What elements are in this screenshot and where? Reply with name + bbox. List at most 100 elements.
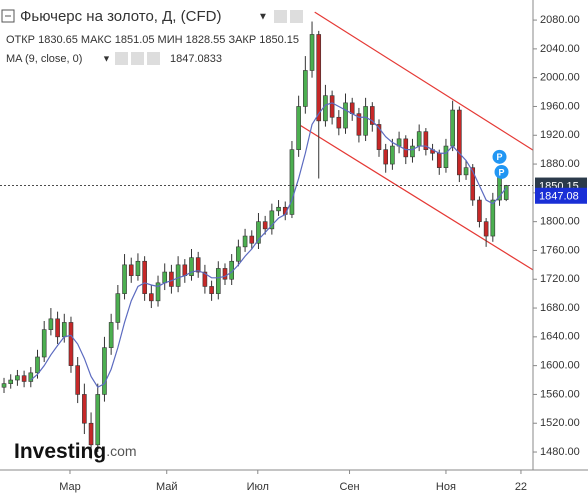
x-tick-label: Май [156, 481, 178, 493]
candle-body [416, 131, 422, 147]
x-tick-label: 22 [515, 481, 527, 493]
candle-body [242, 235, 248, 248]
candle-body [75, 365, 80, 395]
candle-body [149, 293, 154, 302]
x-tick-label: Мар [59, 481, 81, 493]
candle-body [443, 145, 449, 168]
candle-body [390, 145, 395, 165]
settings-icon[interactable] [115, 52, 128, 65]
ma-name: MA (9, close, 0) [6, 53, 82, 65]
candle-body [28, 372, 34, 382]
candle-body [8, 379, 14, 384]
ma-line [30, 102, 507, 389]
candle-body [309, 34, 315, 71]
candle-body [436, 152, 442, 168]
candle-body [48, 318, 54, 330]
candle-body [269, 210, 275, 230]
candle-body [363, 106, 368, 136]
brand-name: Investing [14, 440, 106, 463]
ma-tag-label: 1847.08 [539, 191, 579, 203]
candle-body [142, 260, 147, 294]
candle-body [262, 221, 268, 230]
candle-body [490, 199, 496, 237]
candle-body [122, 264, 127, 294]
candle-body [383, 149, 388, 165]
candle-body [55, 318, 60, 338]
x-tick-label: Сен [339, 481, 359, 493]
candle-body [276, 206, 281, 212]
candle-body [61, 322, 67, 338]
y-tick-label: 1760.00 [540, 244, 580, 256]
candle-body [329, 95, 335, 118]
candle-body [95, 394, 101, 446]
candle-body [15, 375, 20, 381]
candle-body [162, 271, 168, 284]
y-tick-label: 2080.00 [540, 14, 580, 26]
label: ЗАКР [228, 34, 256, 46]
y-tick-label: 1520.00 [540, 417, 580, 429]
dropdown-arrow[interactable]: ▼ [258, 12, 268, 23]
event-marker-label: P [499, 167, 505, 177]
y-tick-label: 1720.00 [540, 273, 580, 285]
candle-body [470, 167, 476, 201]
candle-body [222, 268, 228, 280]
value: 1851.05 [115, 34, 155, 46]
candle-body [102, 347, 107, 395]
brand-logo: Investing.com [14, 440, 137, 463]
ohlc-header: ОТКР 1830.65 МАКС 1851.05 МИН 1828.55 ЗА… [6, 34, 299, 46]
candle-body [356, 113, 362, 136]
trend-line [314, 11, 534, 151]
brand-suffix: .com [106, 443, 136, 459]
candle-body [296, 106, 301, 150]
dropdown-arrow[interactable]: ▼ [102, 53, 111, 63]
y-tick-label: 1880.00 [540, 158, 580, 170]
candle-body [477, 199, 482, 222]
y-tick-label: 1480.00 [540, 446, 580, 458]
candle-body [336, 116, 342, 129]
y-tick-label: 1640.00 [540, 331, 580, 343]
candle-body [303, 70, 308, 107]
candle-body [236, 246, 241, 262]
candle-body [155, 282, 161, 302]
y-tick-label: 1680.00 [540, 302, 580, 314]
event-marker [492, 149, 507, 164]
value: 1850.15 [259, 34, 299, 46]
close-icon[interactable] [290, 10, 303, 23]
candle-body [35, 356, 40, 374]
label: МАКС [81, 34, 112, 46]
remove-icon[interactable] [147, 52, 160, 65]
candle-body [68, 322, 74, 366]
candle-body [369, 106, 375, 125]
y-tick-label: 1920.00 [540, 129, 580, 141]
candle-body [457, 109, 462, 176]
candle-body [202, 271, 208, 287]
candle-body [249, 235, 255, 244]
candle-body [376, 124, 382, 150]
candle-body [483, 221, 489, 237]
candle-body [256, 221, 261, 244]
candle-body [115, 293, 121, 323]
plot [1, 11, 534, 460]
candle-body [349, 102, 355, 114]
candle-body [209, 286, 214, 294]
y-tick-label: 1800.00 [540, 216, 580, 228]
candle-body [423, 131, 429, 150]
candle-body [108, 322, 114, 348]
label: МИН [158, 34, 183, 46]
label: ОТКР [6, 34, 35, 46]
x-tick-label: Ноя [436, 481, 456, 493]
candle-body [88, 422, 94, 446]
close-icon[interactable] [131, 52, 144, 65]
candle-body [135, 260, 141, 276]
candle-body [323, 95, 328, 122]
settings-icon[interactable] [274, 10, 287, 23]
candle-body [182, 264, 188, 276]
x-tick-label: Июл [247, 481, 269, 493]
candle-body [189, 257, 194, 276]
event-marker [494, 164, 509, 179]
chart-title: Фьючерс на золото, Д, (CFD) [20, 8, 221, 25]
event-marker-label: P [497, 152, 503, 162]
candle-body [128, 264, 134, 276]
candle-body [410, 145, 415, 158]
